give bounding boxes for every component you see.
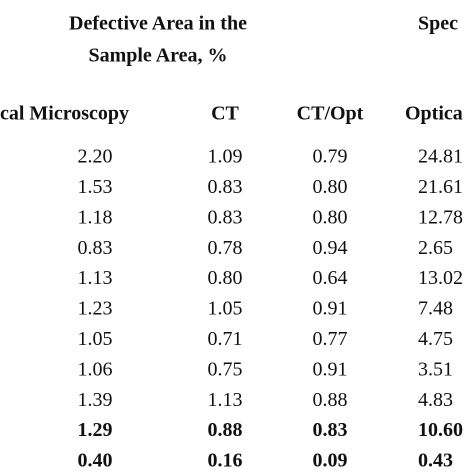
table-cell: 7.48 <box>418 298 453 320</box>
table-cell: 1.05 <box>208 298 243 320</box>
group-header: Defective Area in the <box>69 13 247 35</box>
table-cell: 0.80 <box>208 267 243 289</box>
group-header: Spec <box>418 13 458 35</box>
table-cell: 0.83 <box>78 237 113 259</box>
table-cell: 0.83 <box>313 419 348 441</box>
table-cell: 0.75 <box>208 358 243 380</box>
column-header: CT <box>211 103 239 125</box>
table-cell: 0.43 <box>418 450 453 472</box>
table-cell: 0.64 <box>313 267 348 289</box>
table-cell: 2.65 <box>418 237 453 259</box>
table-cell: 0.88 <box>313 389 348 411</box>
table-cell: 0.71 <box>208 328 243 350</box>
table-cell: 0.78 <box>208 237 243 259</box>
table-cell: 1.09 <box>208 146 243 168</box>
table-cell: 1.39 <box>78 389 113 411</box>
table-cell: 0.16 <box>208 450 243 472</box>
table-cell: 13.02 <box>418 267 463 289</box>
table-cell: 0.09 <box>313 450 348 472</box>
table-cell: 1.18 <box>78 206 113 228</box>
table-cell: 10.60 <box>418 419 463 441</box>
table-cell: 0.79 <box>313 146 348 168</box>
column-header: cal Microscopy <box>0 103 129 125</box>
table-cell: 1.13 <box>78 267 113 289</box>
table-cell: 3.51 <box>418 358 453 380</box>
column-header: CT/Opt <box>297 103 364 125</box>
table-cell: 1.53 <box>78 176 113 198</box>
table-cell: 24.81 <box>418 146 463 168</box>
table-cell: 4.83 <box>418 389 453 411</box>
table-cell: 0.83 <box>208 206 243 228</box>
group-header: Sample Area, % <box>88 45 227 67</box>
table-cell: 0.88 <box>208 419 243 441</box>
table-cell: 0.80 <box>313 206 348 228</box>
table-cell: 0.80 <box>313 176 348 198</box>
table-cell: 0.40 <box>78 450 113 472</box>
table-cell: 0.91 <box>313 298 348 320</box>
table-cell: 1.05 <box>78 328 113 350</box>
table-cell: 0.94 <box>313 237 348 259</box>
table-cell: 0.91 <box>313 358 348 380</box>
table-cell: 1.29 <box>78 419 113 441</box>
column-header: Optica <box>405 103 463 125</box>
table-cell: 2.20 <box>78 146 113 168</box>
table-cell: 21.61 <box>418 176 463 198</box>
table-cell: 0.77 <box>313 328 348 350</box>
table-cell: 1.13 <box>208 389 243 411</box>
table-cell: 12.78 <box>418 206 463 228</box>
table-cell: 1.06 <box>78 358 113 380</box>
table-cell: 0.83 <box>208 176 243 198</box>
table-cell: 4.75 <box>418 328 453 350</box>
table-cell: 1.23 <box>78 298 113 320</box>
